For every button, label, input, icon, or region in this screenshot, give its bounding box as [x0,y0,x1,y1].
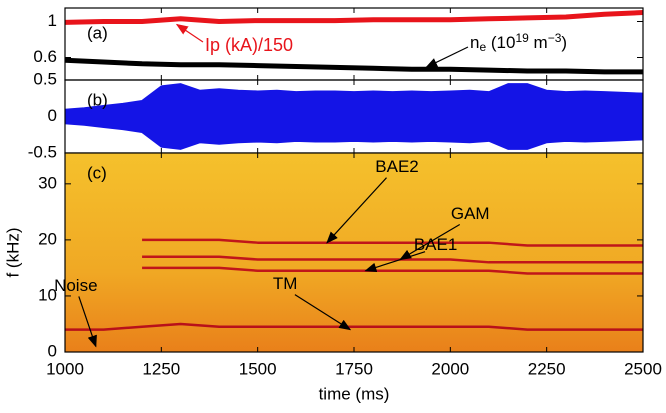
y-axis-label: f (kHz) [3,227,22,277]
annotation-label: Noise [54,276,97,295]
y-tick-label: -0.5 [28,142,57,161]
y-tick-label: 0 [48,106,57,125]
annotation-arrow [326,177,387,244]
label-part: (10 [486,33,515,52]
label-part: n [470,33,479,52]
mode-line [142,266,643,275]
spectrogram-background [65,153,643,352]
label-part: 19 [515,31,529,45]
label-part: m [529,33,548,52]
annotation-arrow [294,294,352,331]
x-tick-label: 2000 [431,359,469,378]
y-tick-label: 20 [38,229,57,248]
label-part: e [479,40,486,54]
mode-line [142,255,643,264]
x-axis-label: time (ms) [319,384,390,403]
label-part: −3 [548,31,562,45]
panel-label: (c) [87,163,107,182]
annotation-arrow [425,46,469,68]
y-tick-label: 0.5 [33,69,57,88]
data-line [64,57,643,75]
y-tick-label: 0.6 [33,47,57,66]
x-tick-label: 1500 [239,359,277,378]
x-tick-label: 1250 [142,359,180,378]
label-part: ) [561,33,567,52]
mode-line [65,322,643,331]
annotation-label: TM [273,274,298,293]
annotation-label: BAE2 [375,157,418,176]
y-tick-label: 0 [48,341,57,360]
panel-label: (b) [87,90,108,109]
x-tick-label: 2500 [624,359,662,378]
annotation-arrow [78,296,97,348]
signal-envelope [64,83,644,150]
x-tick-label: 1000 [46,359,84,378]
annotation-arrow [364,251,426,273]
x-tick-label: 2250 [528,359,566,378]
annotation-label: GAM [451,204,490,223]
mode-line [142,238,643,247]
annotation-label: BAE1 [414,235,457,254]
annotation-arrow [175,23,204,43]
y-tick-label: 30 [38,173,57,192]
series-annotation: Ip (kA)/150 [205,35,293,55]
data-line [64,10,644,25]
series-annotation: ne (1019 m−3) [470,31,567,53]
panel-label: (a) [87,23,108,42]
y-tick-label: 1 [48,11,57,30]
panel-frame [64,152,644,353]
annotation-arrow [399,223,461,261]
x-tick-label: 1750 [335,359,373,378]
y-tick-label: 10 [38,285,57,304]
